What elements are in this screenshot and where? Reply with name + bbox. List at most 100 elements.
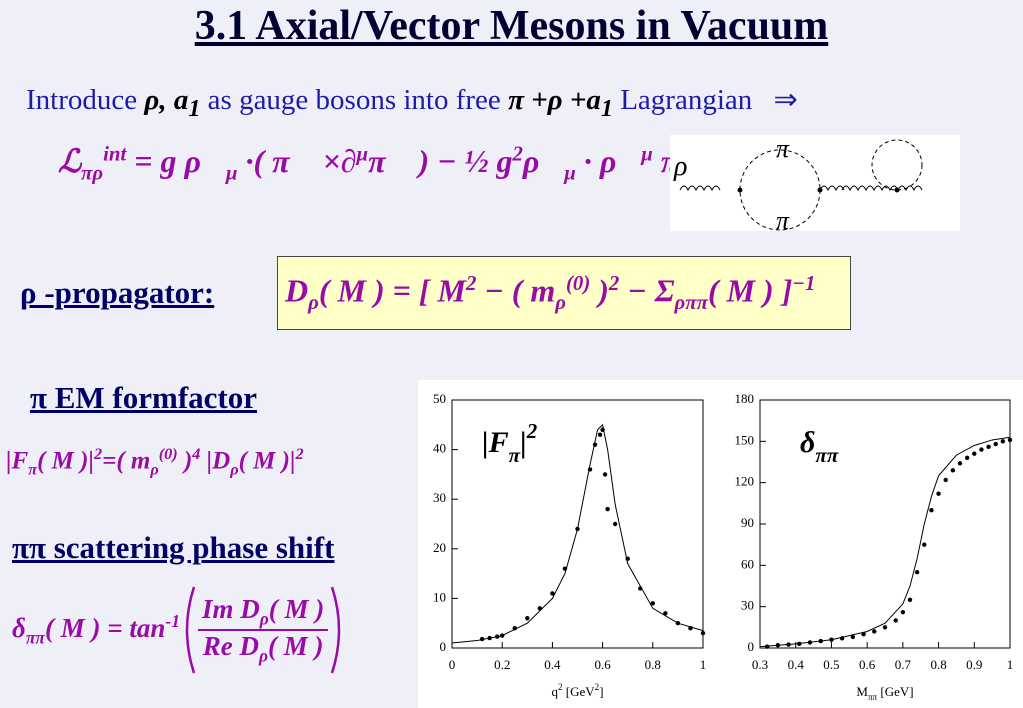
data-point: [602, 472, 608, 477]
eq-base: ( M ) = [ M: [318, 272, 466, 309]
eq-base: ( M ): [268, 593, 325, 624]
eq-sub: ρ: [259, 645, 269, 666]
eq-base: ( M ) ]: [707, 272, 793, 309]
intro-line: Introduce ρ, a1 as gauge bosons into fre…: [26, 82, 798, 123]
x-tick-label: 0.8: [645, 657, 661, 672]
data-point: [893, 618, 898, 623]
data-point: [929, 508, 934, 513]
x-tick-label: 0.4: [544, 657, 561, 672]
lagrangian: ℒπρint = g ρ⃗μ ·( π⃗ ×∂μπ⃗ ) − ½ g2ρ⃗μ ·…: [58, 142, 770, 185]
eq-sub: ρ: [150, 460, 159, 479]
y-tick-label: 60: [741, 556, 754, 571]
intro-fields-base: ρ, a: [144, 84, 189, 116]
x-tick-label: 0: [449, 657, 456, 672]
label-base: ]: [599, 684, 603, 699]
data-point: [861, 632, 866, 637]
data-point: [1007, 437, 1013, 443]
data-point: [900, 609, 906, 615]
x-tick-label: 0.7: [895, 657, 912, 672]
eq-base: D: [285, 272, 309, 309]
data-point: [979, 447, 984, 452]
numerator: Im Dρ( M ): [198, 593, 329, 631]
data-point: [964, 455, 970, 461]
x-tick-label: 0.6: [594, 657, 611, 672]
y-tick-label: 50: [433, 391, 446, 406]
label-sup: 2: [595, 682, 600, 692]
data-point: [663, 611, 668, 616]
eq-base: · ρ⃗: [575, 143, 642, 179]
eq-sup: 2: [512, 142, 523, 166]
eq-sub: ρ: [555, 291, 566, 315]
pi-label: π: [776, 206, 790, 231]
formfactor-heading: π EM formfactor: [30, 380, 257, 415]
data-point: [605, 506, 610, 512]
y-tick-label: 180: [735, 391, 755, 406]
x-tick-label: 1: [1007, 657, 1014, 672]
rho-line: [841, 185, 923, 192]
label-base: M: [856, 684, 868, 699]
eq-base: Im D: [202, 593, 260, 624]
label-base: [GeV]: [877, 684, 913, 699]
eq-sup: -1: [165, 611, 180, 632]
intro-particles-base: π +ρ +a: [508, 84, 601, 116]
rho-line: [819, 185, 845, 192]
data-point: [950, 468, 956, 473]
denominator: Re Dρ( M ): [203, 631, 324, 666]
data-point: [986, 444, 991, 450]
eq-sub: μ: [564, 161, 576, 185]
data-point: [914, 570, 920, 575]
phase-shift: δππ( M ) = tan-1 Im Dρ( M ) Re Dρ( M ): [12, 585, 346, 675]
vertex: [894, 187, 900, 193]
label-sub: π: [509, 443, 521, 467]
x-tick-label: 0.5: [823, 657, 839, 672]
data-point: [597, 432, 603, 437]
theory-curve: [759, 436, 1011, 648]
data-point: [525, 616, 530, 621]
eq-sup: μ: [641, 142, 653, 166]
tadpole-loop: [871, 139, 923, 191]
data-point: [972, 451, 977, 456]
eq-sub: πρ: [81, 161, 104, 185]
propagator-heading: ρ -propagator:: [20, 275, 215, 310]
x-tick-label: 0.3: [752, 657, 768, 672]
data-point: [850, 634, 856, 640]
eq-base: ( M ): [268, 631, 324, 661]
label-base: [GeV: [563, 684, 596, 699]
eq-sub: μ: [225, 161, 238, 185]
eq-base: ): [590, 272, 609, 309]
data-point: [550, 591, 555, 596]
propagator: Dρ( M ) = [ M2 − ( mρ(0) )2 − Σρππ( M ) …: [285, 272, 815, 315]
label-sub: ππ: [815, 443, 838, 467]
eq-base: ): [177, 447, 193, 475]
eq-base: ℒ: [58, 143, 82, 179]
data-point: [936, 491, 941, 496]
eq-base: π⃗ ) − ½ g: [368, 143, 513, 179]
eq-sup: −1: [792, 272, 816, 295]
paren: [185, 586, 196, 674]
eq-sub: ππ: [25, 627, 45, 648]
data-point: [957, 461, 963, 466]
eq-sub: π: [28, 460, 38, 479]
formfactor: |Fπ( M )|2=( mρ(0) )4 |Dρ( M )|2: [6, 445, 304, 479]
data-point: [882, 625, 888, 630]
x-tick-label: 1: [700, 657, 707, 672]
label-base: q: [551, 684, 558, 699]
y-tick-label: 30: [741, 598, 754, 613]
pi-label: π: [776, 135, 790, 163]
x-tick-label: 0.4: [788, 657, 805, 672]
x-tick-label: 0.6: [859, 657, 876, 672]
eq-base: =( m: [102, 447, 151, 475]
eq-sup: (0): [566, 272, 591, 295]
y-tick-label: 120: [735, 474, 755, 489]
x-tick-label: 0.9: [966, 657, 982, 672]
slide-title: 3.1 Axial/Vector Mesons in Vacuum: [194, 3, 829, 49]
eq-sup: int: [103, 142, 127, 166]
intro-fields: ρ, a1: [144, 84, 200, 122]
intro-text: as gauge bosons into free: [200, 84, 509, 116]
label-base: |F: [482, 426, 509, 459]
eq-base: ρ⃗: [522, 143, 565, 179]
eq-sup: 4: [192, 445, 201, 463]
data-point: [872, 629, 877, 634]
eq-base: ( M )|: [238, 447, 296, 475]
phase-shift-heading: ππ scattering phase shift: [12, 530, 335, 565]
